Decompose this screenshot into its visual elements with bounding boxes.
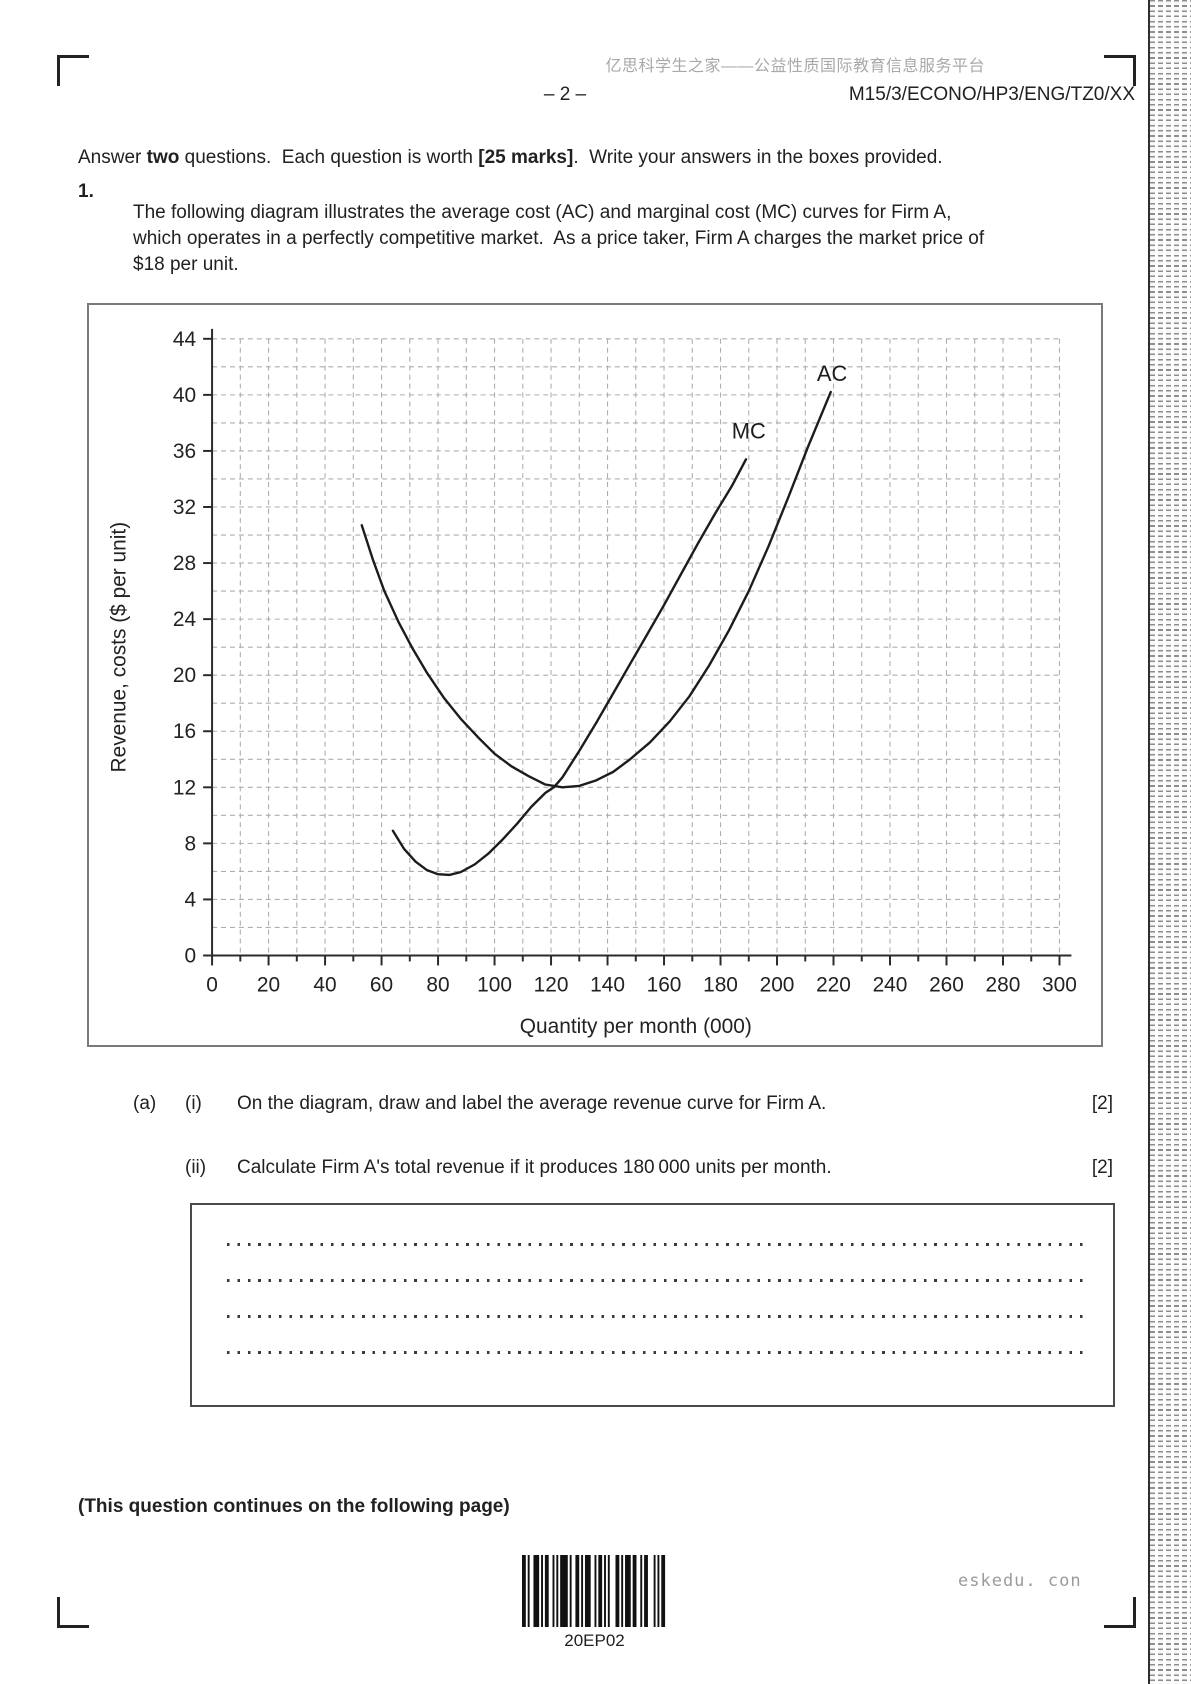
continuation-note: (This question continues on the followin… [78,1496,510,1517]
svg-text:20: 20 [257,973,280,996]
svg-text:0: 0 [206,973,218,996]
site-watermark-chinese: 亿思科学生之家——公益性质国际教育信息服务平台 [605,58,985,75]
svg-text:200: 200 [760,973,795,996]
svg-text:280: 280 [986,973,1021,996]
svg-text:40: 40 [173,384,196,407]
answer-box [190,1203,1115,1407]
crop-mark-top-right [1104,55,1136,86]
part-a-i-row: (a) (i) On the diagram, draw and label t… [133,1093,1113,1123]
crop-mark-bottom-left [57,1597,89,1628]
svg-text:220: 220 [816,973,851,996]
instructions-seg3: questions. Each question is worth [179,147,479,168]
svg-text:80: 80 [426,973,449,996]
barcode-label: 20EP02 [564,1631,625,1650]
part-a-ii-text: Calculate Firm A's total revenue if it p… [237,1157,832,1178]
answer-line [227,1243,1085,1246]
svg-text:44: 44 [173,328,196,351]
part-label: (a) [133,1093,157,1114]
svg-text:32: 32 [173,496,196,519]
svg-text:140: 140 [590,973,625,996]
marks-badge: [2] [1091,1093,1113,1114]
instructions-text: Answer two questions. Each question is w… [78,147,1088,169]
svg-text:40: 40 [313,973,336,996]
instructions-seg1: Answer [78,147,147,168]
svg-text:4: 4 [185,888,197,911]
svg-text:100: 100 [477,973,512,996]
svg-text:20: 20 [173,664,196,687]
exam-code: M15/3/ECONO/HP3/ENG/TZ0/XX [848,84,1135,105]
part-a-ii-row: (ii) Calculate Firm A's total revenue if… [133,1157,1113,1187]
instructions-bold-marks: [25 marks] [478,147,574,168]
question-text: The following diagram illustrates the av… [133,202,990,275]
marks-badge: [2] [1091,1157,1113,1178]
answer-line [227,1315,1085,1318]
item-label: (ii) [185,1157,207,1178]
svg-text:60: 60 [370,973,393,996]
svg-text:Revenue, costs ($ per unit): Revenue, costs ($ per unit) [108,522,131,773]
svg-text:24: 24 [173,608,196,631]
svg-text:260: 260 [929,973,964,996]
cost-curves-figure: 0 4 8 12 16 20 24 28 32 36 40 44 0 20 40 60 80 100 120 140 1… [87,303,1103,1047]
svg-text:28: 28 [173,552,196,575]
svg-text:300: 300 [1042,973,1077,996]
answer-line [227,1351,1085,1354]
page-number: – 2 – [543,84,587,105]
svg-text:160: 160 [647,973,682,996]
svg-text:12: 12 [173,776,196,799]
svg-text:Quantity per month (000): Quantity per month (000) [520,1015,752,1038]
instructions-seg5: . Write your answers in the boxes provid… [573,147,943,168]
svg-text:AC: AC [817,361,847,386]
answer-line [227,1279,1085,1282]
site-watermark: eskedu. con [958,1571,1082,1591]
svg-text:120: 120 [534,973,569,996]
crop-mark-top-left [57,55,89,86]
svg-text:8: 8 [185,832,197,855]
svg-text:180: 180 [703,973,738,996]
scanned-edge-strip [1148,0,1191,1684]
cost-curves-chart: 0 4 8 12 16 20 24 28 32 36 40 44 0 20 40 60 80 100 120 140 1… [108,328,1077,1038]
barcode [522,1555,666,1627]
svg-text:MC: MC [732,418,766,443]
part-a-i-text: On the diagram, draw and label the avera… [237,1093,827,1114]
crop-mark-bottom-right [1104,1597,1136,1628]
svg-text:0: 0 [185,944,197,967]
svg-text:16: 16 [173,720,196,743]
item-label: (i) [185,1093,202,1114]
instructions-bold-two: two [146,147,180,168]
svg-text:240: 240 [873,973,908,996]
svg-text:36: 36 [173,440,196,463]
question-number: 1. [78,181,94,202]
